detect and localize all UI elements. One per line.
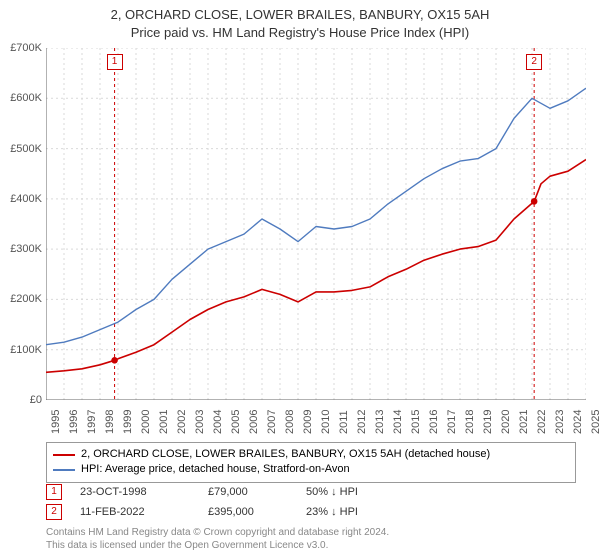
x-tick-label: 1995: [50, 410, 62, 434]
event-pct: 50% ↓ HPI: [306, 486, 396, 498]
legend-swatch: [53, 454, 75, 456]
x-tick-label: 2017: [446, 410, 458, 434]
x-tick-label: 2006: [248, 410, 260, 434]
x-tick-label: 2010: [320, 410, 332, 434]
event-pct: 23% ↓ HPI: [306, 506, 396, 518]
footer: Contains HM Land Registry data © Crown c…: [46, 526, 576, 552]
event-row: 1 23-OCT-1998 £79,000 50% ↓ HPI: [46, 484, 576, 500]
chart-area: £0£100K£200K£300K£400K£500K£600K£700K199…: [46, 48, 586, 400]
title-subtitle: Price paid vs. HM Land Registry's House …: [0, 24, 600, 42]
legend-row: HPI: Average price, detached house, Stra…: [53, 462, 569, 477]
x-tick-label: 2003: [194, 410, 206, 434]
y-tick-label: £400K: [0, 193, 42, 205]
y-tick-label: £200K: [0, 293, 42, 305]
legend: 2, ORCHARD CLOSE, LOWER BRAILES, BANBURY…: [46, 442, 576, 483]
footer-line1: Contains HM Land Registry data © Crown c…: [46, 526, 576, 539]
y-tick-label: £100K: [0, 344, 42, 356]
x-tick-label: 2013: [374, 410, 386, 434]
x-tick-label: 2005: [230, 410, 242, 434]
legend-swatch: [53, 469, 75, 471]
event-num-box: 1: [46, 484, 62, 500]
title-address: 2, ORCHARD CLOSE, LOWER BRAILES, BANBURY…: [0, 6, 600, 24]
x-tick-label: 2018: [464, 410, 476, 434]
event-date: 11-FEB-2022: [80, 506, 190, 518]
x-tick-label: 2002: [176, 410, 188, 434]
event-row: 2 11-FEB-2022 £395,000 23% ↓ HPI: [46, 504, 576, 520]
x-tick-label: 1998: [104, 410, 116, 434]
legend-row: 2, ORCHARD CLOSE, LOWER BRAILES, BANBURY…: [53, 447, 569, 462]
y-tick-label: £0: [0, 394, 42, 406]
event-price: £395,000: [208, 506, 288, 518]
footer-line2: This data is licensed under the Open Gov…: [46, 539, 576, 552]
y-tick-label: £600K: [0, 92, 42, 104]
y-tick-label: £700K: [0, 42, 42, 54]
x-tick-label: 2024: [572, 410, 584, 434]
x-tick-label: 2009: [302, 410, 314, 434]
x-tick-label: 2016: [428, 410, 440, 434]
x-tick-label: 2025: [590, 410, 600, 434]
x-tick-label: 2023: [554, 410, 566, 434]
x-tick-label: 2000: [140, 410, 152, 434]
x-tick-label: 2021: [518, 410, 530, 434]
events-table: 1 23-OCT-1998 £79,000 50% ↓ HPI 2 11-FEB-2022…: [46, 484, 576, 524]
event-num-box: 2: [46, 504, 62, 520]
chart-container: 2, ORCHARD CLOSE, LOWER BRAILES, BANBURY…: [0, 0, 600, 560]
title-block: 2, ORCHARD CLOSE, LOWER BRAILES, BANBURY…: [0, 0, 600, 41]
x-tick-label: 1997: [86, 410, 98, 434]
legend-label: 2, ORCHARD CLOSE, LOWER BRAILES, BANBURY…: [81, 447, 490, 462]
x-tick-label: 1999: [122, 410, 134, 434]
event-date: 23-OCT-1998: [80, 486, 190, 498]
x-tick-label: 2007: [266, 410, 278, 434]
x-tick-label: 2012: [356, 410, 368, 434]
y-tick-label: £500K: [0, 143, 42, 155]
x-tick-label: 2020: [500, 410, 512, 434]
y-tick-label: £300K: [0, 243, 42, 255]
x-tick-label: 2001: [158, 410, 170, 434]
legend-label: HPI: Average price, detached house, Stra…: [81, 462, 350, 477]
event-marker-box: 2: [526, 54, 542, 70]
x-tick-label: 2022: [536, 410, 548, 434]
x-tick-label: 2019: [482, 410, 494, 434]
x-tick-label: 1996: [68, 410, 80, 434]
event-marker-box: 1: [107, 54, 123, 70]
x-tick-label: 2008: [284, 410, 296, 434]
x-tick-label: 2004: [212, 410, 224, 434]
chart-svg: [46, 48, 586, 400]
event-price: £79,000: [208, 486, 288, 498]
x-tick-label: 2014: [392, 410, 404, 434]
x-tick-label: 2015: [410, 410, 422, 434]
x-tick-label: 2011: [338, 410, 350, 434]
